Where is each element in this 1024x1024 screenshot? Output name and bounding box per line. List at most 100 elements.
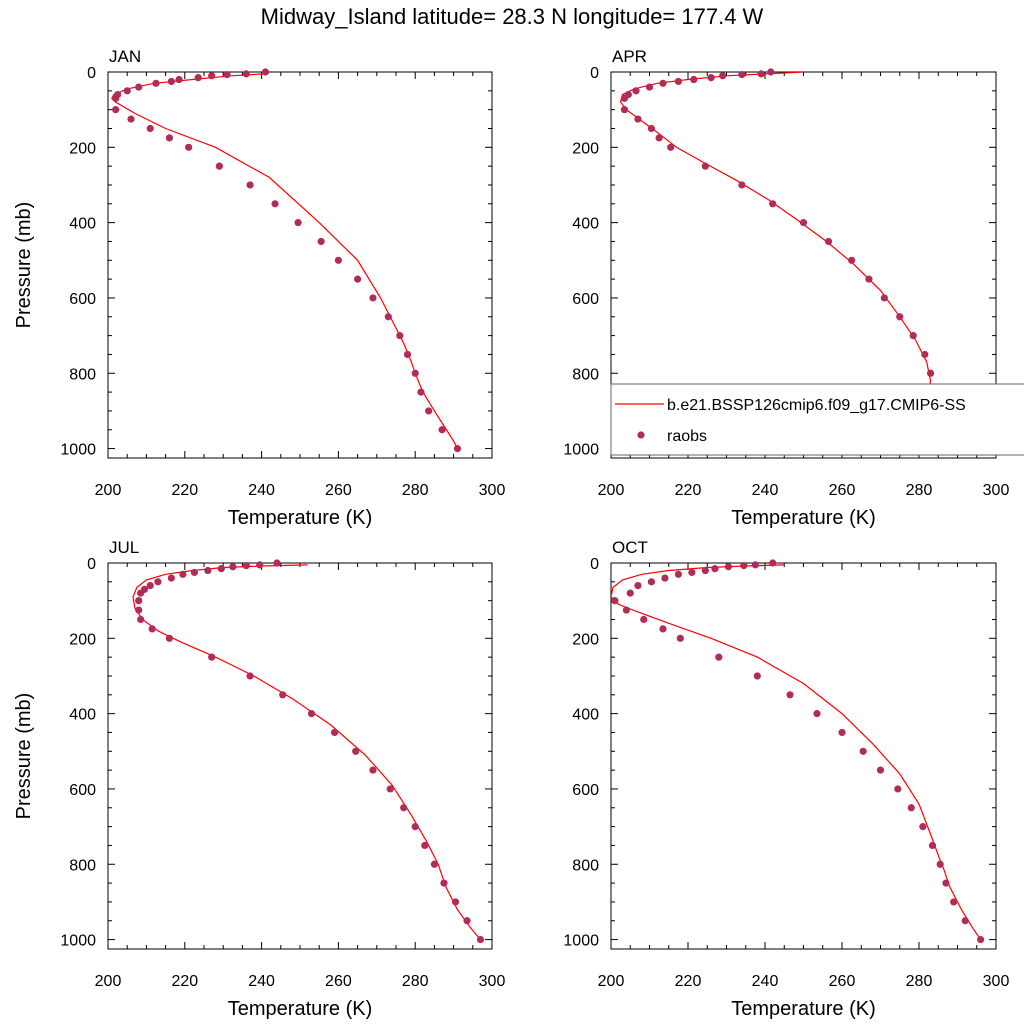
- raobs-point: [659, 79, 667, 87]
- raobs-point: [977, 935, 985, 944]
- raobs-point: [451, 898, 460, 906]
- raobs-point: [838, 728, 846, 737]
- raobs-point: [640, 615, 648, 624]
- y-tick-label: 800: [572, 366, 599, 383]
- raobs-point: [167, 77, 175, 86]
- raobs-point: [146, 581, 154, 590]
- raobs-point: [411, 823, 419, 831]
- raobs-point: [246, 181, 254, 189]
- raobs-point: [865, 275, 873, 283]
- raobs-point: [438, 426, 446, 434]
- plot-frame: [610, 562, 997, 950]
- raobs-point: [307, 710, 316, 718]
- raobs-point: [112, 94, 120, 102]
- raobs-point: [246, 672, 254, 680]
- raobs-point: [659, 625, 667, 633]
- raobs-point: [215, 162, 223, 170]
- raobs-point: [135, 597, 143, 605]
- raobs-point: [190, 568, 198, 577]
- raobs-point: [767, 68, 775, 76]
- raobs-point: [661, 574, 669, 582]
- raobs-point: [411, 369, 419, 377]
- y-tick-label: 600: [572, 291, 599, 308]
- raobs-point: [146, 124, 154, 133]
- raobs-point: [123, 87, 131, 95]
- y-tick-label: 0: [590, 65, 599, 82]
- raobs-point: [167, 574, 175, 582]
- panel-label: JUL: [109, 538, 139, 557]
- legend-marker-label: raobs: [667, 428, 707, 445]
- raobs-point: [440, 879, 448, 887]
- x-tick-label: 200: [598, 973, 625, 990]
- raobs-point: [894, 785, 902, 793]
- raobs-point: [611, 597, 619, 605]
- y-tick-label: 200: [69, 631, 96, 648]
- raobs-point: [622, 606, 631, 614]
- raobs-point: [769, 559, 777, 567]
- raobs-point: [242, 70, 250, 78]
- raobs-point: [719, 72, 727, 80]
- raobs-point: [701, 566, 709, 575]
- raobs-point: [179, 570, 187, 578]
- panel-oct: 200 220 240 260 280 300 0 200 400 600 800 1000 OCT Te…: [563, 538, 1009, 1020]
- raobs-point: [279, 691, 287, 699]
- x-axis-label: Temperature (K): [731, 507, 876, 529]
- raobs-point: [223, 71, 231, 79]
- raobs-point: [476, 935, 485, 944]
- y-tick-label: 200: [69, 140, 96, 157]
- raobs-point: [217, 565, 225, 573]
- raobs-point: [674, 77, 682, 86]
- x-tick-label: 300: [479, 482, 506, 499]
- raobs-point: [400, 804, 408, 812]
- raobs-point: [751, 561, 759, 569]
- raobs-point: [384, 313, 392, 321]
- raobs-point: [185, 143, 193, 151]
- model-profile-line: [111, 73, 458, 449]
- x-tick-label: 240: [752, 482, 779, 499]
- raobs-point: [753, 672, 761, 680]
- raobs-point: [647, 578, 656, 586]
- y-tick-label: 1000: [60, 933, 96, 950]
- raobs-point: [896, 313, 904, 321]
- y-tick-label: 400: [572, 707, 599, 724]
- y-tick-label: 800: [69, 366, 96, 383]
- panel-apr: 200 220 240 260 280 300 0 200 400 600 800 1000 APR Te…: [563, 47, 1009, 529]
- y-tick-label: 1000: [563, 933, 599, 950]
- raobs-point: [738, 181, 746, 189]
- raobs-point: [711, 565, 719, 573]
- plot-frame: [107, 562, 493, 950]
- panel-label: JAN: [109, 47, 141, 66]
- raobs-point: [645, 83, 654, 91]
- raobs-point: [112, 106, 120, 114]
- x-tick-label: 260: [829, 973, 856, 990]
- legend-marker-swatch: [637, 431, 645, 439]
- raobs-point: [330, 728, 339, 737]
- raobs-point: [950, 898, 958, 906]
- y-tick-label: 400: [69, 216, 96, 233]
- legend-line-label: b.e21.BSSP126cmip6.f09_g17.CMIP6-SS: [667, 397, 966, 414]
- raobs-point: [620, 106, 629, 114]
- raobs-point: [430, 860, 438, 868]
- raobs-point: [242, 562, 250, 570]
- figure-title: Midway_Island latitude= 28.3 N longitude…: [260, 4, 764, 29]
- raobs-point: [194, 74, 202, 82]
- raobs-point: [354, 275, 362, 283]
- raobs-point: [909, 332, 917, 340]
- raobs-point: [674, 570, 682, 578]
- raobs-point: [724, 563, 733, 571]
- x-tick-label: 280: [402, 973, 429, 990]
- model-profile-line: [132, 564, 481, 940]
- raobs-point: [907, 804, 915, 812]
- raobs-point: [137, 589, 145, 597]
- raobs-point: [676, 634, 684, 642]
- panel-label: APR: [612, 47, 647, 66]
- y-tick-label: 0: [87, 65, 96, 82]
- raobs-point: [396, 332, 404, 340]
- y-tick-label: 1000: [60, 442, 96, 459]
- raobs-point: [757, 70, 765, 78]
- raobs-point: [634, 115, 642, 123]
- raobs-point: [667, 143, 675, 151]
- raobs-point: [655, 134, 663, 142]
- panel-jan: 200 220 240 260 280 300 0 200 400 600 800 1000 JAN Te…: [13, 47, 505, 529]
